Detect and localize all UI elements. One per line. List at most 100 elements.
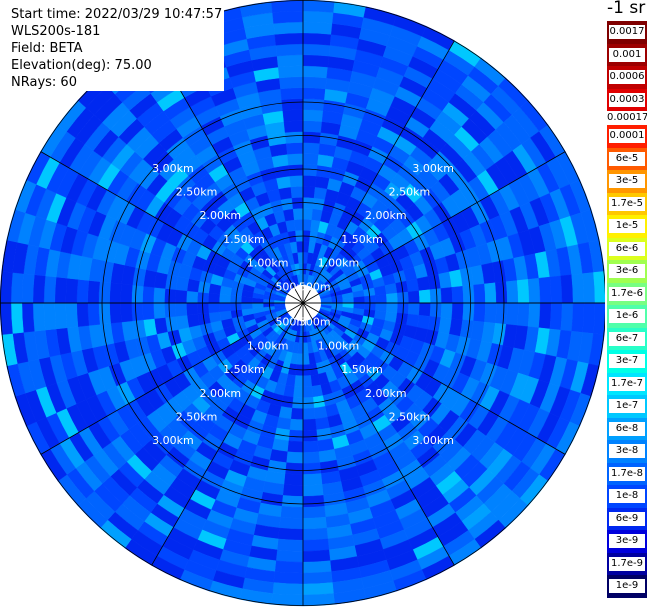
heatmap-cell xyxy=(275,549,304,563)
heatmap-cells xyxy=(0,0,605,607)
heatmap-cell xyxy=(272,582,304,596)
polar-grid xyxy=(0,0,605,606)
heatmap-cell xyxy=(302,495,325,508)
heatmap-cell xyxy=(109,282,122,304)
colorbar-segment: 1e-9 xyxy=(607,575,647,598)
heatmap-cell xyxy=(0,302,13,335)
heatmap-cell xyxy=(164,288,177,304)
heatmap-cell xyxy=(582,302,596,334)
range-ring-label: 2.00km xyxy=(199,387,241,400)
colorbar-tick-label: 1.7e-6 xyxy=(609,286,645,301)
heatmap-cell xyxy=(142,302,155,320)
start-time: Start time: 2022/03/29 10:47:57 xyxy=(11,6,225,23)
heatmap-cell xyxy=(429,288,442,304)
heatmap-cell xyxy=(302,473,323,486)
heatmap-cell xyxy=(302,109,324,122)
heatmap-cell xyxy=(297,251,304,264)
heatmap-cell xyxy=(302,418,317,431)
heatmap-cell xyxy=(153,287,166,304)
heatmap-cell xyxy=(164,302,177,318)
heatmap-cell xyxy=(240,302,253,310)
colorbar-tick-label: 0.0006 xyxy=(609,70,645,84)
azimuth-line xyxy=(302,40,455,304)
heatmap-cell xyxy=(302,153,319,166)
heatmap-cell xyxy=(462,284,475,304)
heatmap-cell xyxy=(54,276,68,304)
range-ring-label: 1.50km xyxy=(223,363,265,376)
heatmap-cell xyxy=(302,527,329,541)
heatmap-cell xyxy=(286,451,304,464)
heatmap-cell xyxy=(538,276,552,304)
heatmap-cell xyxy=(289,418,304,431)
heatmap-cell xyxy=(582,272,596,304)
heatmap-cell xyxy=(571,273,585,304)
colorbar-segment: 6e-9 xyxy=(607,507,647,530)
heatmap-cell xyxy=(273,571,304,585)
range-ring-label: 1.50km xyxy=(341,233,383,246)
heatmap-cell xyxy=(549,275,563,304)
heatmap-cell xyxy=(302,10,334,24)
heatmap-cell xyxy=(302,219,312,231)
heatmap-cell xyxy=(287,153,304,166)
heatmap-cell xyxy=(342,297,355,304)
colorbar-unit: -1 sr xyxy=(607,0,646,18)
heatmap-cell xyxy=(418,289,431,304)
colorbar-segment: 6e-6 xyxy=(607,237,647,260)
heatmap-cell xyxy=(440,302,453,319)
heatmap-cell xyxy=(87,280,100,304)
range-ring-label: 3.00km xyxy=(412,434,454,447)
heatmap-cell xyxy=(302,516,327,530)
heatmap-cell xyxy=(280,87,304,100)
heatmap-cell xyxy=(76,279,90,304)
colorbar-tick-label: 6e-6 xyxy=(609,241,645,256)
heatmap-cell xyxy=(288,429,304,442)
heatmap-cell xyxy=(560,302,574,332)
heatmap-cell xyxy=(538,302,552,330)
heatmap-cell xyxy=(527,302,541,329)
colorbar-tick-label: 1.7e-5 xyxy=(609,196,645,211)
heatmap-cell xyxy=(251,302,264,309)
heatmap-cell xyxy=(277,527,304,541)
heatmap-cell xyxy=(284,131,304,144)
colorbar-segment: 1.7e-9 xyxy=(607,552,647,575)
heatmap-cell xyxy=(289,175,304,188)
heatmap-cell xyxy=(10,302,24,334)
heatmap-cell xyxy=(287,440,304,453)
azimuth-line xyxy=(40,302,304,455)
colorbar-tick-label: 3e-5 xyxy=(609,174,645,188)
heatmap-cell xyxy=(10,272,24,304)
heatmap-cell xyxy=(386,302,398,314)
heatmap-cell xyxy=(516,279,530,304)
heatmap-cell xyxy=(406,278,420,293)
heatmap-cell xyxy=(375,294,387,304)
range-ring-label: 1.00km xyxy=(247,257,289,270)
heatmap-cell xyxy=(98,281,111,304)
colorbar-separator: 0.00017 xyxy=(607,111,647,125)
heatmap-cell xyxy=(273,21,304,35)
heatmap-cell xyxy=(175,314,190,330)
heatmap-cell xyxy=(32,274,46,304)
heatmap-cell xyxy=(292,386,304,398)
heatmap-cell xyxy=(290,407,304,420)
heatmap-cell xyxy=(302,484,324,497)
azimuth-line xyxy=(302,302,455,566)
range-ring-label: 3.00km xyxy=(412,162,454,175)
heatmap-cell xyxy=(186,313,200,328)
field-name: Field: BETA xyxy=(11,40,225,57)
range-ring-label: 1.00km xyxy=(318,257,360,270)
heatmap-cell xyxy=(302,175,317,188)
range-ring-label: 2.00km xyxy=(365,209,407,222)
colorbar-segment: 3e-7 xyxy=(607,350,647,373)
heatmap-cell xyxy=(283,120,304,133)
range-ring-label: 1.50km xyxy=(223,233,265,246)
colorbar-segment: 6e-8 xyxy=(607,417,647,440)
range-ring-label: 2.50km xyxy=(389,186,431,199)
heatmap-cell xyxy=(43,275,57,304)
heatmap-cell xyxy=(429,302,442,318)
heatmap-cell xyxy=(302,98,325,111)
heatmap-cell xyxy=(275,43,304,57)
heatmap-cell xyxy=(276,416,292,431)
heatmap-cell xyxy=(302,120,323,133)
heatmap-cell xyxy=(302,440,319,453)
